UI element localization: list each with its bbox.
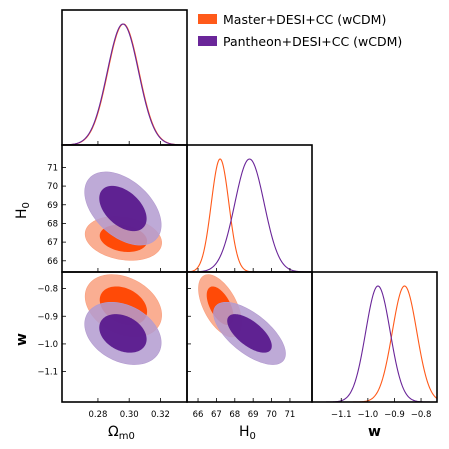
pdf-curve-om-series-0 xyxy=(61,23,188,146)
y-axis-label-h0: H0 xyxy=(14,202,32,219)
y-tick-label-w-0: −1.1 xyxy=(37,368,58,378)
x-tick-label-h0-3: 69 xyxy=(248,410,259,420)
x-tick-label-h0-1: 67 xyxy=(211,410,222,420)
x-tick-label-om-2: 0.32 xyxy=(151,410,170,420)
x-tick-label-w-0: −1.1 xyxy=(331,410,352,420)
contour-68-h0-w-series-1 xyxy=(227,314,272,353)
contours-om-h0 xyxy=(84,171,162,261)
x-tick-label-w-2: −0.9 xyxy=(384,410,405,420)
pdf-curve-h0-series-0 xyxy=(186,158,312,273)
pdf-curve-w-series-0 xyxy=(312,285,438,403)
contours-h0-w xyxy=(198,274,286,365)
legend-label-pantheon: Pantheon+DESI+CC (wCDM) xyxy=(223,34,402,49)
legend: Master+DESI+CC (wCDM) Pantheon+DESI+CC (… xyxy=(198,12,402,49)
x-tick-label-h0-2: 68 xyxy=(229,410,240,420)
y-axis-labels: H0 w xyxy=(14,202,32,346)
pdf-curve-h0-series-1 xyxy=(186,158,313,273)
panels-layer: 0.28 0.30 0.32 66 67 68 69 70 71 −1.1 −1.0 −0.9 −0.8… xyxy=(37,9,438,420)
y-tick-label-h0-0: 66 xyxy=(47,257,58,267)
panel-frame-w-w xyxy=(311,271,438,403)
legend-swatch-pantheon xyxy=(198,36,217,46)
y-tick-label-h0-2: 68 xyxy=(47,219,58,229)
y-tick-label-w-1: −1.0 xyxy=(37,340,58,350)
x-axis-label-h0: H0 xyxy=(239,424,256,442)
y-tick-label-w-2: −0.9 xyxy=(37,312,58,322)
panel-2d-om-w xyxy=(84,274,162,365)
contour-68-om-w-series-1 xyxy=(99,314,147,353)
x-tick-label-h0-0: 66 xyxy=(193,410,204,420)
panel-frame-om-om xyxy=(61,9,188,146)
panel-2d-om-h0 xyxy=(84,171,162,261)
panel-1d-h0 xyxy=(186,158,313,273)
x-tick-label-w-1: −1.0 xyxy=(358,410,379,420)
y-tick-label-h0-5: 71 xyxy=(47,163,58,173)
x-axis-labels: Ωm0 H0 w xyxy=(108,424,381,442)
pdf-curve-w-series-1 xyxy=(312,285,437,403)
y-tick-label-h0-1: 67 xyxy=(47,238,58,248)
pdf-curve-om-series-1 xyxy=(61,23,187,146)
legend-swatch-master xyxy=(198,14,217,24)
panel-frame-h0-h0 xyxy=(186,144,313,273)
legend-label-master: Master+DESI+CC (wCDM) xyxy=(223,12,386,27)
x-tick-label-om-0: 0.28 xyxy=(88,410,107,420)
x-tick-label-h0-5: 71 xyxy=(285,410,296,420)
x-tick-label-om-1: 0.30 xyxy=(120,410,139,420)
panel-2d-h0-w xyxy=(198,274,286,365)
y-tick-label-h0-4: 70 xyxy=(47,182,58,192)
x-tick-label-w-3: −0.8 xyxy=(411,410,432,420)
x-axis-label-w: w xyxy=(368,424,381,440)
contour-68-om-h0-series-1 xyxy=(99,185,147,232)
panel-1d-w xyxy=(312,285,438,403)
panel-1d-om xyxy=(61,23,188,146)
y-tick-label-w-3: −0.8 xyxy=(37,285,58,295)
y-tick-label-h0-3: 69 xyxy=(47,201,58,211)
contours-om-w xyxy=(84,274,162,365)
y-axis-label-w: w xyxy=(14,333,30,346)
x-axis-label-om: Ωm0 xyxy=(108,424,135,442)
x-tick-label-h0-4: 70 xyxy=(266,410,277,420)
